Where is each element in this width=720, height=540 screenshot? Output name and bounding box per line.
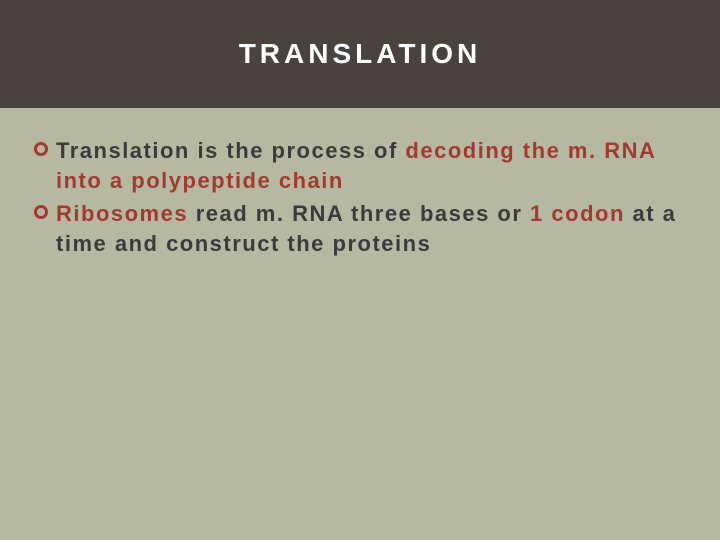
slide: TRANSLATION Translation is the process o… xyxy=(0,0,720,540)
text-segment: 1 codon xyxy=(530,201,632,226)
text-segment: read m. RNA three bases or xyxy=(196,201,530,226)
bullet-text: Ribosomes read m. RNA three bases or 1 c… xyxy=(56,199,686,258)
text-segment: Ribosomes xyxy=(56,201,196,226)
bullet-circle-icon xyxy=(34,142,48,156)
text-segment: Translation is the process of xyxy=(56,138,405,163)
slide-title: TRANSLATION xyxy=(239,38,482,70)
bullet-circle-icon xyxy=(34,205,48,219)
content-area: Translation is the process of decoding t… xyxy=(0,108,720,259)
bullet-text: Translation is the process of decoding t… xyxy=(56,136,686,195)
bullet-item: Translation is the process of decoding t… xyxy=(34,136,686,195)
bullet-item: Ribosomes read m. RNA three bases or 1 c… xyxy=(34,199,686,258)
header-bar: TRANSLATION xyxy=(0,0,720,108)
